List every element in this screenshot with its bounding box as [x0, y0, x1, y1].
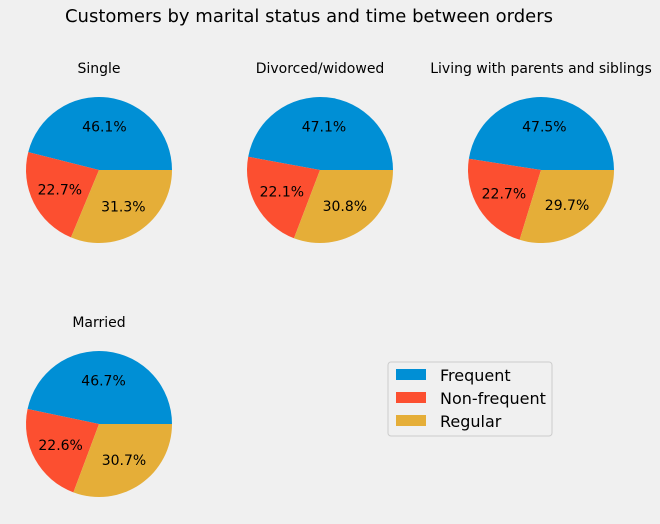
pie-slice-married-regular [73, 424, 172, 497]
legend-label-non-frequent: Non-frequent [440, 389, 546, 408]
pie-grid: Single 46.1% 22.7% 31.3% Divorced/widowed 47.… [25, 61, 652, 497]
legend-label-regular: Regular [440, 412, 502, 431]
pie-title-single: Single [77, 61, 120, 77]
pie-slice-single-non-frequent [26, 152, 100, 238]
legend: Frequent Non-frequent Regular [387, 361, 553, 437]
legend-frame [387, 361, 553, 437]
pie-title-divorced-widowed: Divorced/widowed [256, 61, 385, 77]
pie-label-divorced-widowed-frequent: 47.1% [302, 119, 346, 135]
pie-slice-living-with-parents-and-siblings-frequent [468, 96, 614, 170]
pie-slice-divorced-widowed-frequent [248, 97, 393, 170]
pie-title-married: Married [72, 315, 125, 331]
pie-label-living-with-parents-and-siblings-frequent: 47.5% [522, 119, 566, 135]
legend-swatch-non-frequent [396, 392, 426, 403]
legend-swatch-frequent [396, 369, 426, 380]
pie-slice-living-with-parents-and-siblings-regular [519, 170, 614, 243]
pie-label-single-non-frequent: 22.7% [38, 183, 82, 199]
pie-label-married-regular: 30.7% [102, 453, 146, 469]
pie-label-single-frequent: 46.1% [82, 120, 126, 136]
pie-label-living-with-parents-and-siblings-non-frequent: 22.7% [482, 186, 526, 202]
pie-slice-divorced-widowed-regular [293, 170, 393, 243]
figure-title: Customers by marital status and time bet… [65, 6, 553, 27]
pie-label-living-with-parents-and-siblings-regular: 29.7% [545, 198, 589, 214]
pie-slice-living-with-parents-and-siblings-non-frequent [468, 158, 541, 240]
pie-label-single-regular: 31.3% [101, 199, 145, 215]
legend-swatch-regular [396, 415, 426, 426]
pie-label-divorced-widowed-regular: 30.8% [323, 199, 367, 215]
pie-slice-divorced-widowed-non-frequent [247, 156, 320, 239]
pie-slice-married-frequent [27, 351, 172, 424]
pie-slice-single-regular [70, 170, 172, 243]
pie-slice-single-frequent [28, 96, 173, 170]
legend-label-frequent: Frequent [440, 366, 511, 385]
pie-label-married-non-frequent: 22.6% [38, 438, 82, 454]
pie-label-divorced-widowed-non-frequent: 22.1% [260, 184, 304, 200]
pie-title-living-with-parents-and-siblings: Living with parents and siblings [430, 61, 652, 77]
pie-label-married-frequent: 46.7% [81, 373, 125, 389]
pie-slice-married-non-frequent [25, 408, 100, 493]
